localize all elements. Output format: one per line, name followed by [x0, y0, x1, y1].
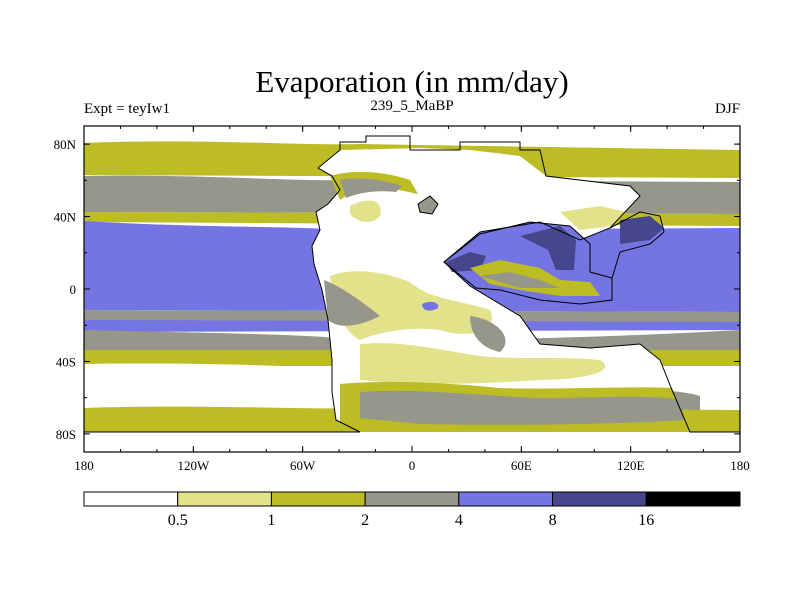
x-tick-label: 60W [290, 458, 316, 473]
band-antarctic-white [84, 432, 740, 452]
interior-gray-strip [324, 280, 380, 326]
colorbar-swatch [83, 491, 179, 507]
x-ticks: 180 120W 60W 0 60E 120E 180 [74, 126, 750, 473]
x-tick-label: 180 [74, 458, 94, 473]
colorbar-label: 2 [361, 512, 369, 529]
tethys-sea-dark [520, 226, 576, 270]
y-tick-label: 40S [56, 354, 76, 369]
y-tick-label: 40N [54, 210, 77, 225]
colorbar-swatch [177, 491, 272, 507]
east-ocean-dark [620, 216, 664, 244]
colorbar-label: 1 [267, 512, 275, 529]
x-tick-label: 120W [177, 458, 210, 473]
colorbar-swatch [552, 491, 647, 507]
y-tick-label: 80N [54, 137, 77, 152]
island-patch [422, 301, 439, 311]
pangaea-coastline [84, 135, 740, 433]
experiment-label: Expt = teyIw1 [84, 101, 170, 117]
colorbar-swatch [645, 491, 741, 507]
x-tick-label: 0 [409, 458, 416, 473]
x-tick-label: 60E [511, 458, 532, 473]
eastern-coastline [609, 211, 665, 279]
tethys-inner-yellow [470, 260, 600, 296]
island-patch-gray [418, 196, 438, 214]
x-tick-label: 120E [617, 458, 645, 473]
island-outline [417, 195, 439, 215]
coastal-gray-north [340, 178, 402, 198]
light-patch-interior-3 [360, 343, 606, 384]
interior-gray-south [470, 316, 506, 352]
period-label: 239_5_MaBP [370, 98, 453, 114]
y-tick-label: 80S [56, 427, 76, 442]
colorbar-label: 4 [455, 512, 463, 529]
colorbar-swatch [270, 491, 366, 507]
map-field [84, 126, 740, 452]
colorbar-label: 0.5 [168, 512, 188, 529]
light-patch-interior-2 [330, 271, 492, 340]
x-tick-label: 180 [730, 458, 750, 473]
colorbar: 0.5 1 2 4 8 16 [83, 491, 741, 529]
east-ocean-light [560, 206, 626, 230]
gray-interior-south [360, 390, 684, 425]
colorbar-label: 16 [638, 512, 654, 529]
colorbar-swatch [458, 491, 554, 507]
season-label: DJF [715, 101, 740, 117]
y-ticks: 80N 40N 0 40S 80S [54, 137, 740, 442]
light-patch-interior-1 [350, 200, 381, 222]
y-tick-label: 0 [70, 282, 77, 297]
coastline [84, 135, 740, 433]
colorbar-label: 8 [549, 512, 557, 529]
tethys-inner-gray [480, 272, 560, 288]
colorbar-swatch [364, 491, 460, 507]
figure-title: Evaporation (in mm/day) [255, 64, 568, 99]
